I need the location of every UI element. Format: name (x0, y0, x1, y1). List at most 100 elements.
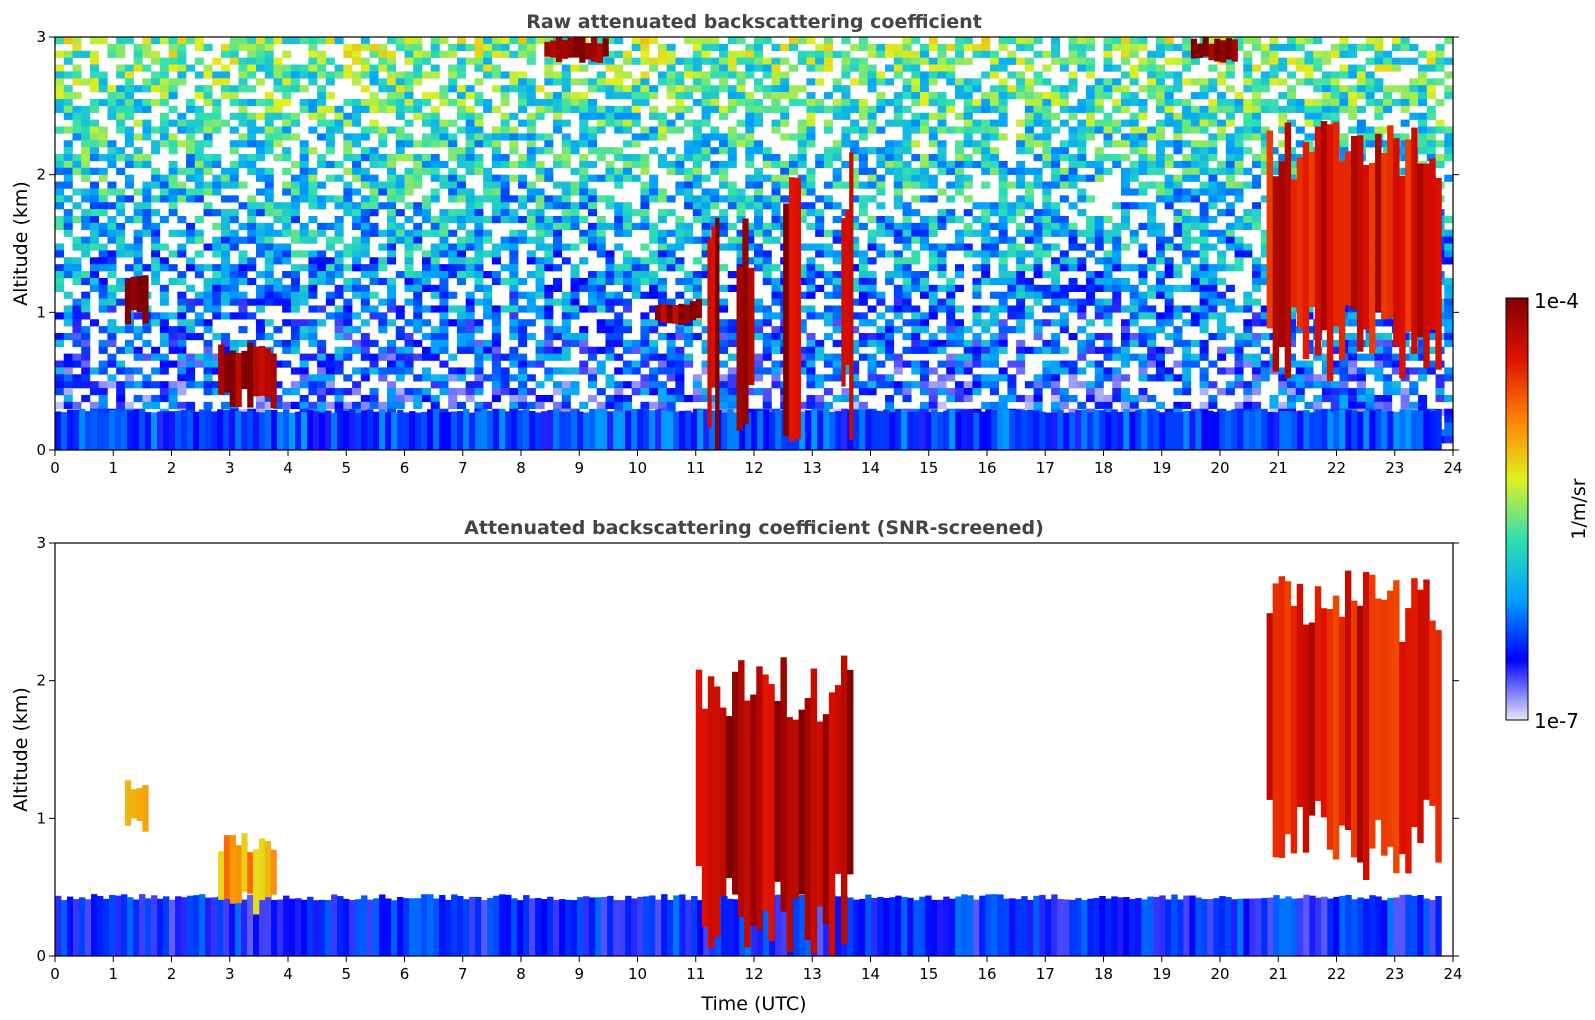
background-cell (998, 78, 1008, 86)
background-cell (657, 43, 667, 52)
background-cell (142, 264, 152, 272)
background-cell (719, 78, 729, 86)
background-cell (518, 339, 528, 348)
background-cell (1295, 78, 1305, 86)
background-cell (1155, 236, 1165, 244)
background-cell (124, 85, 134, 93)
background-cell (937, 167, 947, 175)
background-cell (518, 119, 528, 127)
background-cell (456, 264, 466, 272)
background-cell (238, 57, 248, 65)
background-cell (902, 257, 912, 265)
background-cell (317, 71, 327, 79)
background-cell (614, 154, 624, 162)
background-cell (1243, 37, 1253, 45)
background-cell (850, 57, 860, 65)
background-cell (1120, 332, 1131, 341)
background-cell (72, 257, 82, 265)
background-cell (823, 64, 833, 72)
background-cell (168, 339, 178, 348)
background-cell (911, 64, 921, 72)
background-cell (998, 64, 1008, 72)
background-cell (1173, 126, 1183, 134)
background-cell (509, 305, 519, 313)
background-cell (491, 305, 501, 313)
background-cell (1016, 250, 1026, 258)
background-cell (1007, 202, 1017, 210)
background-cell (544, 78, 554, 86)
background-cell (850, 298, 860, 306)
background-cell (474, 160, 484, 169)
background-cell (98, 222, 108, 231)
background-cell (1147, 339, 1157, 348)
background-cell (815, 209, 825, 217)
background-cell (954, 57, 964, 65)
background-cell (998, 174, 1008, 182)
background-cell (439, 209, 449, 217)
background-cell (343, 243, 353, 251)
background-cell (229, 92, 239, 100)
background-cell (553, 78, 563, 86)
background-cell (876, 332, 886, 341)
background-cell (815, 64, 825, 72)
background-cell (675, 92, 685, 100)
background-cell (107, 229, 117, 237)
background-cell (439, 360, 449, 368)
background-cell (675, 353, 685, 361)
background-cell (107, 85, 117, 93)
background-cell (413, 140, 423, 148)
background-cell (264, 181, 274, 189)
background-cell (221, 174, 231, 182)
background-cell (194, 112, 204, 120)
background-cell (963, 160, 973, 169)
background-cell (631, 339, 641, 348)
background-cell (1016, 167, 1026, 175)
background-cell (186, 236, 196, 244)
background-cell (675, 215, 685, 224)
background-cell (719, 85, 729, 93)
background-cell (1059, 195, 1069, 203)
background-cell (273, 71, 283, 79)
background-cell (352, 236, 362, 244)
background-cell (1418, 71, 1428, 79)
background-cell (395, 332, 405, 341)
background-cell (762, 277, 772, 286)
background-cell (1260, 147, 1270, 155)
background-cell (1348, 319, 1358, 327)
background-cell (526, 140, 536, 148)
background-cell (1112, 126, 1122, 134)
background-cell (981, 133, 991, 141)
background-cell (998, 264, 1008, 272)
background-cell (360, 64, 370, 72)
background-cell (448, 43, 458, 52)
background-cell (1252, 298, 1262, 306)
background-cell (631, 360, 641, 368)
background-cell (771, 236, 781, 244)
background-cell (596, 78, 606, 86)
background-cell (937, 92, 947, 100)
background-cell (378, 229, 388, 237)
background-cell (806, 174, 816, 182)
background-cell (963, 37, 973, 45)
background-cell (614, 64, 624, 72)
background-cell (1217, 71, 1227, 79)
background-cell (1260, 250, 1270, 258)
background-cell (142, 50, 152, 58)
background-cell (858, 222, 868, 231)
background-cell (404, 360, 414, 368)
background-cell (587, 78, 598, 86)
background-cell (404, 92, 414, 100)
background-cell (1182, 167, 1192, 175)
background-cell (1252, 98, 1262, 107)
background-cell (360, 154, 370, 162)
background-cell (727, 353, 737, 361)
background-cell (561, 133, 571, 141)
background-cell (308, 181, 318, 189)
background-cell (885, 319, 895, 327)
background-cell (229, 174, 239, 182)
background-cell (491, 105, 501, 114)
background-cell (867, 243, 877, 251)
background-cell (876, 298, 886, 306)
background-cell (937, 284, 947, 292)
background-cell (264, 229, 274, 237)
